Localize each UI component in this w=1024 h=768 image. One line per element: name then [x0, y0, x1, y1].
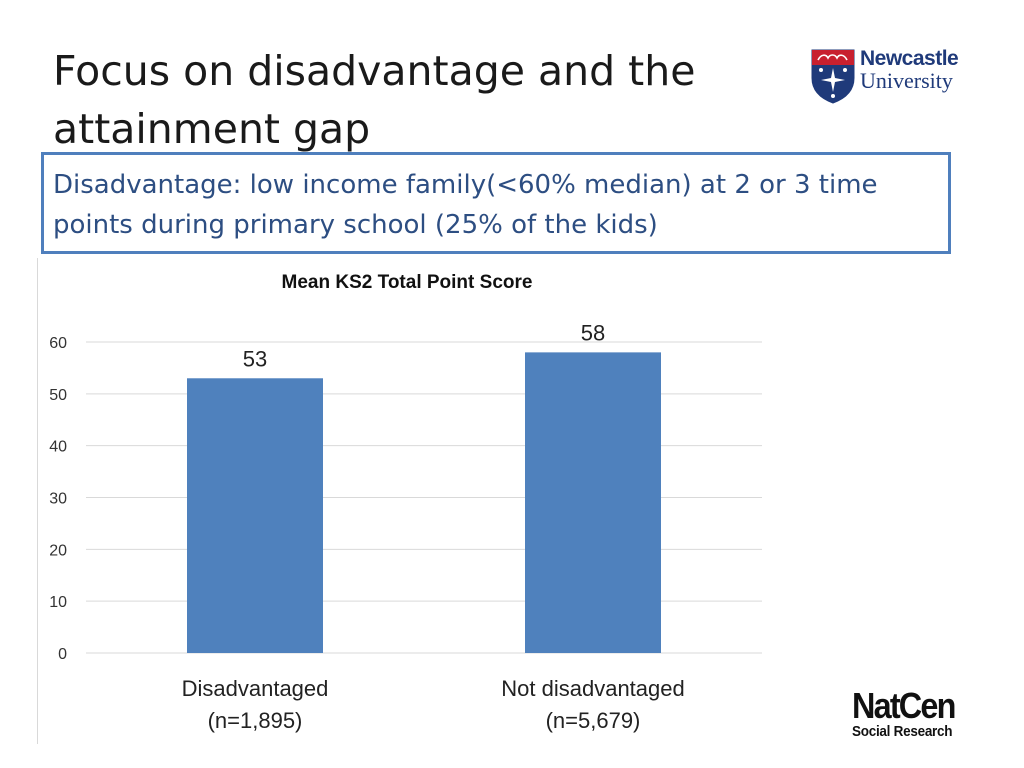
- natcen-wordmark: NatCen: [852, 685, 956, 726]
- newcastle-shield-icon: [811, 49, 855, 104]
- y-tick-label: 40: [49, 439, 67, 456]
- x-category-label: Disadvantaged: [182, 676, 329, 701]
- chart-left-rule: [37, 258, 38, 744]
- x-category-label: Not disadvantaged: [501, 676, 684, 701]
- y-tick-label: 0: [58, 646, 67, 663]
- chart-area: Mean KS2 Total Point Score 0 10 20 30 40 50 60 5…: [37, 258, 777, 744]
- data-label: 58: [581, 320, 605, 345]
- bar-chart: Mean KS2 Total Point Score 0 10 20 30 40 50 60 5…: [49, 272, 762, 733]
- y-tick-label: 60: [49, 335, 67, 352]
- y-tick-label: 10: [49, 594, 67, 611]
- y-tick-label: 50: [49, 387, 67, 404]
- bar: [187, 378, 323, 653]
- y-tick-label: 30: [49, 491, 67, 508]
- slide-title: Focus on disadvantage and the attainment…: [53, 47, 696, 153]
- natcen-logo: NatCen Social Research: [852, 688, 972, 744]
- natcen-subtitle: Social Research: [852, 723, 953, 740]
- x-category-label: (n=1,895): [208, 708, 303, 733]
- bar: [525, 352, 661, 653]
- definition-box: Disadvantage: low income family(<60% med…: [41, 152, 951, 254]
- x-category-label: (n=5,679): [546, 708, 641, 733]
- newcastle-wordmark-line2: University: [860, 68, 953, 93]
- y-tick-label: 20: [49, 542, 67, 559]
- newcastle-wordmark-line1: Newcastle: [860, 47, 959, 70]
- newcastle-university-logo: Newcastle University: [810, 48, 972, 104]
- data-label: 53: [243, 346, 267, 371]
- chart-title: Mean KS2 Total Point Score: [282, 272, 533, 293]
